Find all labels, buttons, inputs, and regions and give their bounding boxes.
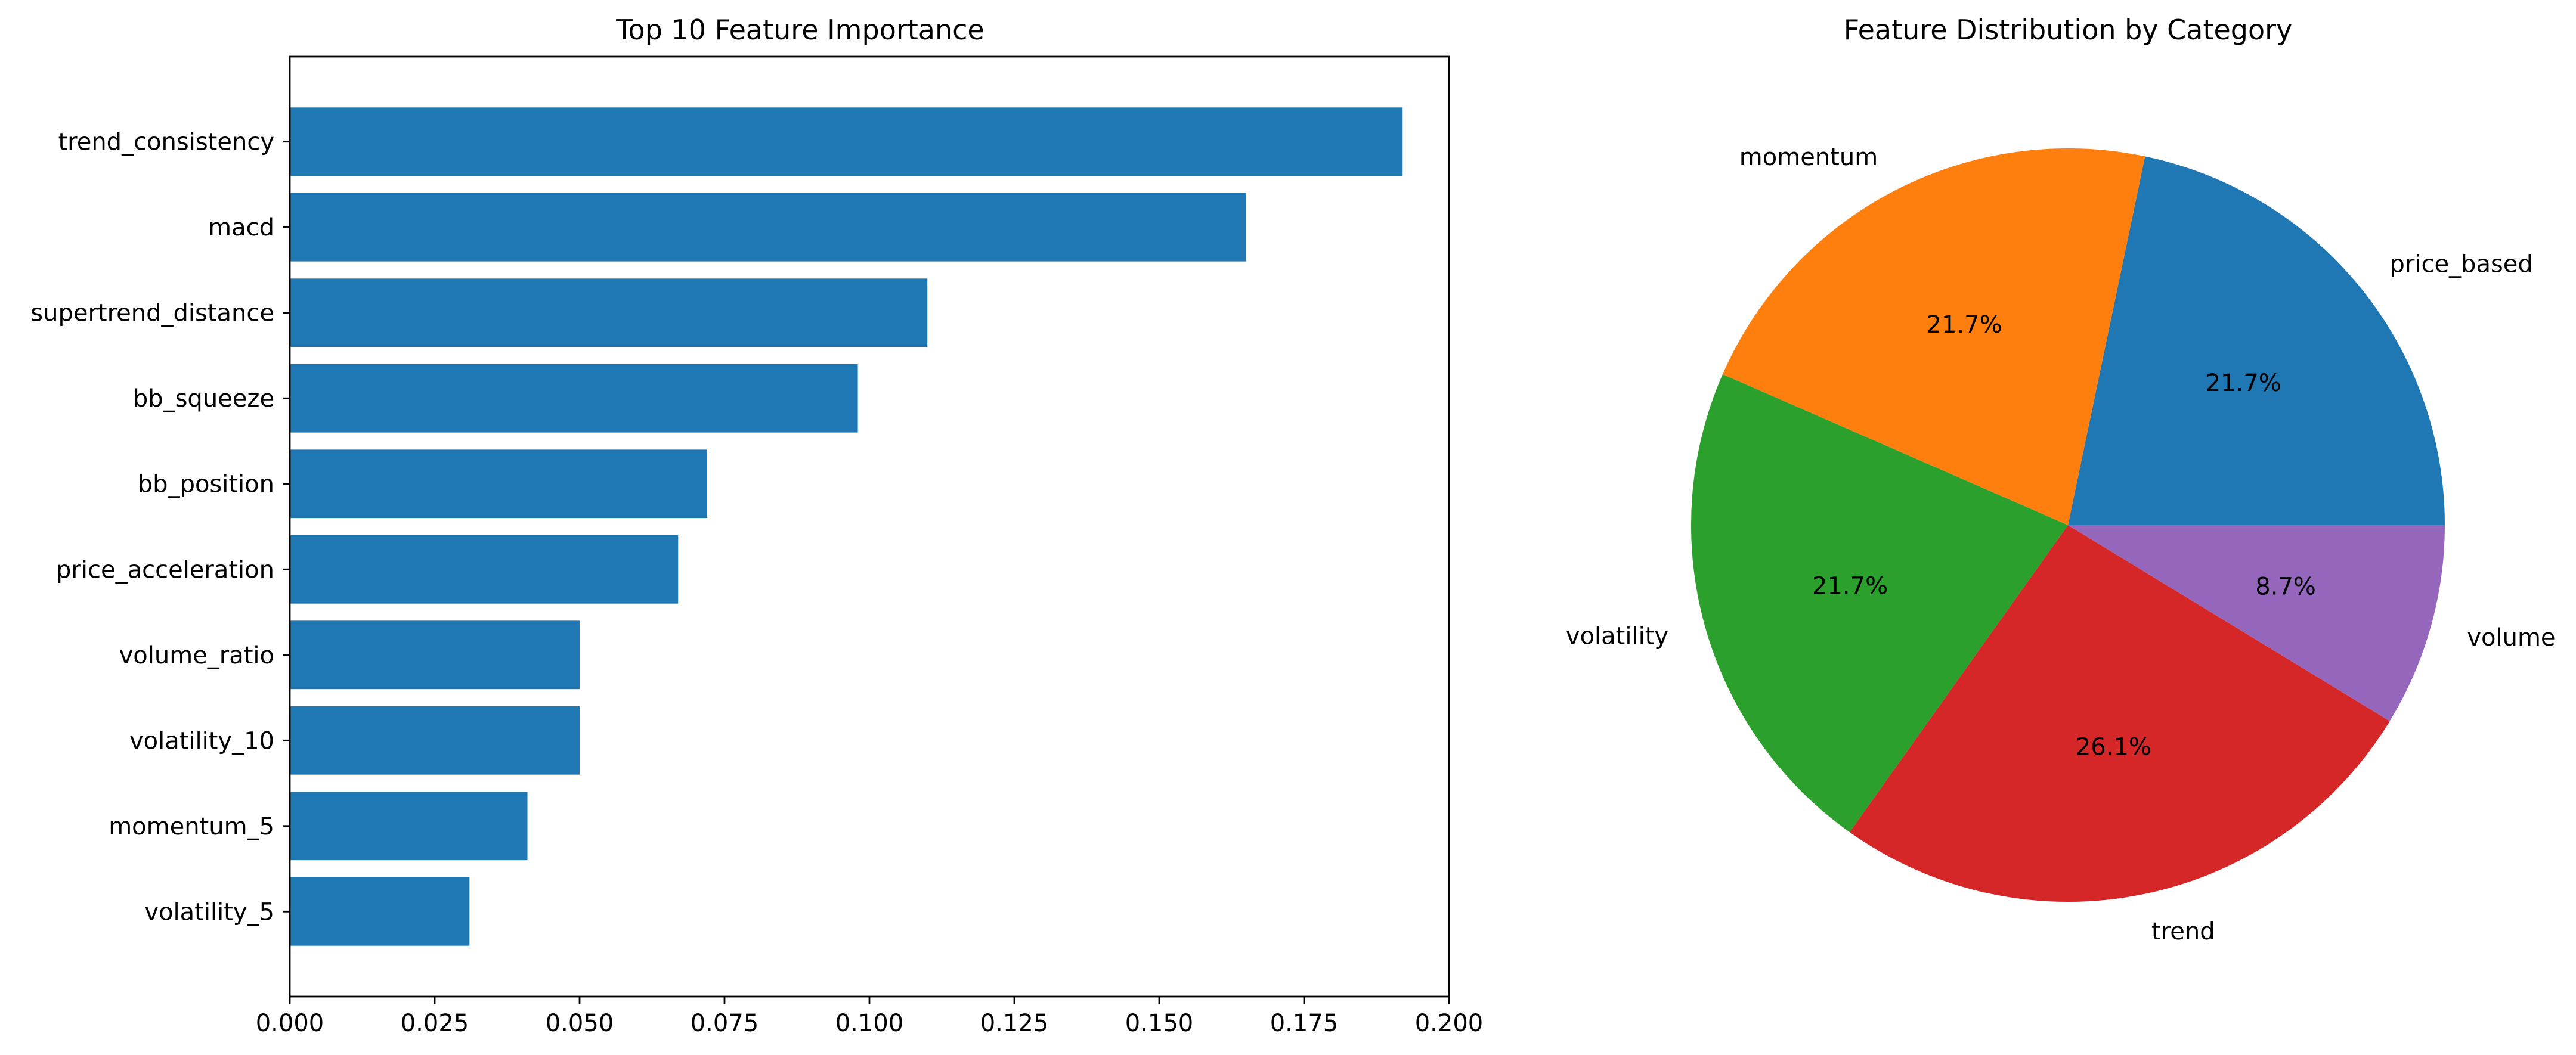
pie-slice-volume [2068,525,2445,721]
pie-chart: Feature Distribution by Category price_b… [1566,14,2556,945]
y-tick-label: bb_squeeze [133,385,274,412]
pie-label: volatility [1566,623,1668,650]
bar-macd [290,193,1246,262]
pie-percent-label: 8.7% [2255,573,2316,600]
pie-percent-label: 21.7% [2206,370,2281,397]
y-tick-label: trend_consistency [58,129,274,156]
x-tick-label: 0.050 [546,1010,614,1037]
x-tick-label: 0.125 [980,1010,1049,1037]
pie-label: momentum [1739,144,1878,171]
bar-chart: Top 10 Feature Importance trend_consiste… [30,14,1483,1037]
x-tick-label: 0.025 [401,1010,469,1037]
bar-chart-title: Top 10 Feature Importance [615,14,984,46]
x-tick-label: 0.075 [691,1010,759,1037]
y-tick-label: supertrend_distance [30,300,274,327]
y-tick-label: bb_position [138,471,274,498]
bar-volatility_5 [290,877,470,946]
pie-percent-label: 21.7% [1812,572,1888,600]
x-tick-label: 0.150 [1125,1010,1194,1037]
x-tick-label: 0.000 [256,1010,324,1037]
x-tick-label: 0.100 [835,1010,904,1037]
pie-percent-label: 21.7% [1927,311,2002,339]
bar-momentum_5 [290,792,528,861]
y-tick-label: volatility_10 [129,727,274,755]
pie-slice-volatility [1691,374,2068,833]
bar-bb_squeeze [290,364,858,433]
y-tick-label: volatility_5 [144,898,274,926]
y-tick-label: price_acceleration [56,556,274,584]
y-tick-label: macd [208,214,274,241]
pie-slice-price_based [2068,156,2445,525]
pie-percent-label: 26.1% [2076,733,2151,761]
bar-price_acceleration [290,535,679,604]
bar-bb_position [290,449,707,519]
pie-label: trend [2151,918,2215,945]
bar-axes-frame [289,55,1450,998]
pie-label: price_based [2390,251,2533,278]
bar-supertrend_distance [290,278,928,347]
bar-marks [290,107,1403,946]
pie-slice-momentum [1722,148,2145,525]
y-tick-label: momentum_5 [109,813,274,840]
pie-chart-title: Feature Distribution by Category [1844,14,2293,46]
bar-x-axis: 0.000 0.025 0.050 0.075 0.100 0.125 0.150 0.175… [256,997,1484,1037]
x-tick-label: 0.175 [1270,1010,1339,1037]
pie-slice-trend [1849,525,2390,902]
bar-volatility_10 [290,706,580,775]
pie-label: volume [2467,624,2555,651]
x-tick-label: 0.200 [1415,1010,1484,1037]
pie-labels: price_based 21.7% momentum 21.7% volatility 2… [1566,144,2556,945]
pie-wedges [1691,148,2445,902]
y-tick-label: volume_ratio [119,642,274,669]
bar-volume_ratio [290,620,580,690]
bar-trend_consistency [290,107,1403,176]
